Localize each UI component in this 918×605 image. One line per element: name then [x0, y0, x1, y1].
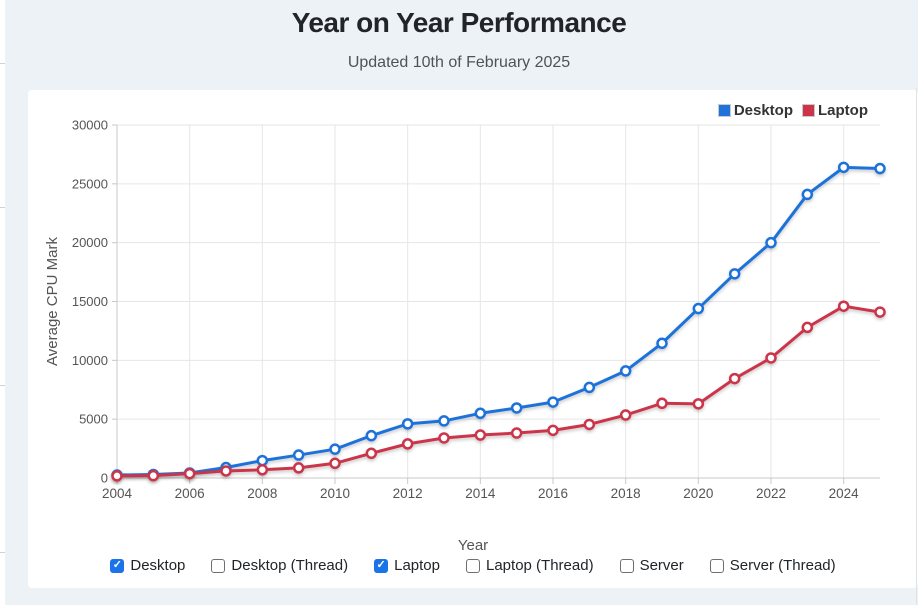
page-edge-line — [916, 88, 917, 605]
legend-label-laptop: Laptop — [818, 102, 868, 119]
performance-line-chart: 0 5000 10000 15000 20000 25000 30000 2004 2006 20… — [44, 118, 886, 501]
toggle-desktop-thread[interactable]: Desktop (Thread) — [211, 557, 348, 574]
svg-text:15000: 15000 — [72, 294, 108, 309]
toggle-label-desktop-thread: Desktop (Thread) — [231, 557, 349, 574]
desktop-series-swatch — [717, 104, 731, 117]
toggle-label-laptop: Laptop — [394, 557, 440, 574]
legend-item-laptop[interactable]: Laptop — [802, 102, 868, 119]
server-thread-checkbox[interactable] — [709, 558, 724, 573]
svg-text:2006: 2006 — [175, 486, 205, 501]
toggle-label-server: Server — [639, 557, 684, 574]
toggle-label-desktop: Desktop — [130, 557, 186, 574]
svg-text:2020: 2020 — [683, 486, 713, 501]
svg-text:2012: 2012 — [393, 486, 423, 501]
toggle-desktop[interactable]: ✓ Desktop — [110, 557, 185, 574]
svg-text:2008: 2008 — [247, 486, 277, 501]
svg-text:2022: 2022 — [756, 486, 786, 501]
page-edge-strip — [0, 0, 5, 605]
toggle-server-thread[interactable]: Server (Thread) — [709, 557, 836, 574]
toggle-laptop[interactable]: ✓ Laptop — [374, 557, 440, 574]
svg-text:20000: 20000 — [72, 235, 108, 250]
toggle-laptop-thread[interactable]: Laptop (Thread) — [466, 557, 594, 574]
server-checkbox[interactable] — [619, 558, 634, 573]
legend-label-desktop: Desktop — [733, 102, 793, 119]
series-toggles: ✓ Desktop Desktop (Thread) ✓ Laptop Lapt… — [28, 557, 918, 574]
page-subtitle: Updated 10th of February 2025 — [347, 54, 571, 71]
laptop-series-swatch — [802, 104, 815, 117]
divider-line — [0, 207, 5, 208]
toggle-server[interactable]: Server — [619, 557, 684, 574]
svg-text:2018: 2018 — [611, 486, 641, 501]
chart-legend: Desktop Laptop — [717, 102, 868, 119]
svg-text:2024: 2024 — [829, 486, 860, 501]
svg-text:2014: 2014 — [465, 486, 496, 501]
svg-text:5000: 5000 — [79, 412, 108, 427]
divider-line — [0, 552, 5, 553]
svg-text:2016: 2016 — [538, 486, 568, 501]
laptop-checkbox[interactable]: ✓ — [374, 558, 389, 573]
svg-text:30000: 30000 — [72, 118, 108, 133]
svg-text:25000: 25000 — [72, 176, 108, 191]
svg-text:2004: 2004 — [102, 486, 133, 501]
divider-line — [0, 385, 5, 386]
x-axis-title: Year — [457, 537, 489, 554]
svg-text:Average CPU Mark: Average CPU Mark — [44, 237, 61, 366]
svg-text:0: 0 — [101, 471, 108, 486]
legend-item-desktop[interactable]: Desktop — [717, 102, 793, 119]
svg-text:2010: 2010 — [320, 486, 350, 501]
divider-line — [0, 63, 5, 64]
desktop-thread-checkbox[interactable] — [211, 558, 226, 573]
chart-card: Desktop Laptop 0 5000 10000 15000 20000 25000… — [28, 90, 918, 588]
toggle-label-laptop-thread: Laptop (Thread) — [486, 557, 594, 574]
svg-text:10000: 10000 — [72, 353, 108, 368]
page-title: Year on Year Performance — [291, 7, 627, 38]
toggle-label-server-thread: Server (Thread) — [729, 557, 836, 574]
desktop-checkbox[interactable]: ✓ — [110, 558, 125, 573]
chart-header: Year on Year Performance Updated 10th of… — [0, 0, 918, 72]
laptop-thread-checkbox[interactable] — [466, 558, 480, 573]
